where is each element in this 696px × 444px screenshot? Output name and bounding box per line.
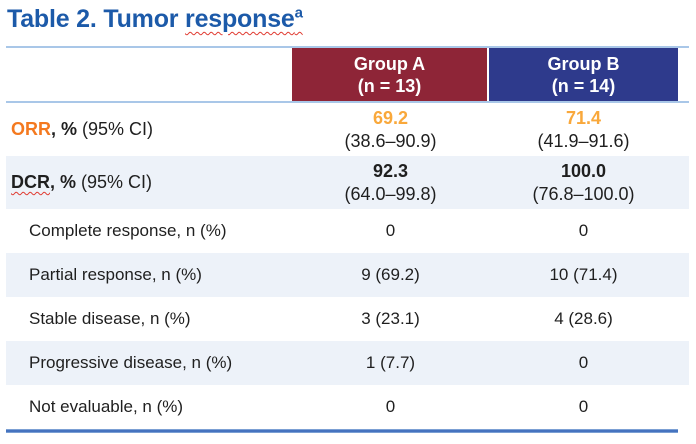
- table-row-orr: ORR, % (95% CI) 69.2 (38.6–90.9) 71.4 (4…: [6, 103, 689, 156]
- dcr-group-a-value: 92.3: [372, 160, 409, 181]
- footnote-marker-a: a: [294, 4, 303, 22]
- row-label-orr: ORR, % (95% CI): [6, 119, 292, 140]
- group-a-name: Group A: [353, 53, 426, 74]
- table-row-not-evaluable: Not evaluable, n (%) 0 0: [6, 385, 689, 429]
- complete-response-group-b-value: 0: [578, 221, 589, 240]
- dcr-suffix: (95% CI): [76, 172, 153, 192]
- dcr-acronym: DCR: [11, 172, 50, 192]
- table-header-row: Group A (n = 13) Group B (n = 14): [6, 46, 689, 103]
- orr-acronym: ORR: [11, 119, 51, 139]
- orr-value-group-a: 69.2 (38.6–90.9): [292, 107, 489, 153]
- complete-response-group-a-value: 0: [385, 221, 396, 240]
- orr-group-b-value: 71.4: [565, 107, 602, 128]
- header-label-spacer: [6, 48, 292, 101]
- partial-response-group-a-value: 9 (69.2): [361, 265, 420, 284]
- stable-disease-group-b-value: 4 (28.6): [554, 309, 613, 328]
- group-b-column-header: Group B (n = 14): [489, 48, 678, 101]
- stable-disease-group-a-value: 3 (23.1): [361, 309, 420, 328]
- group-a-column-header: Group A (n = 13): [292, 48, 487, 101]
- dcr-value-group-a: 92.3 (64.0–99.8): [292, 160, 489, 206]
- progressive-disease-group-a-value: 1 (7.7): [365, 353, 416, 372]
- dcr-value-group-b: 100.0 (76.8–100.0): [489, 160, 678, 206]
- table-title: Table 2. Tumor responsea: [7, 4, 303, 34]
- table-bottom-border: [6, 429, 678, 433]
- table-row-progressive-disease: Progressive disease, n (%) 1 (7.7) 0: [6, 341, 689, 385]
- table-title-word-response: responsea: [185, 5, 303, 33]
- not-evaluable-group-a-value: 0: [385, 397, 396, 416]
- orr-group-b-ci: (41.9–91.6): [537, 130, 630, 151]
- partial-response-group-b-value: 10 (71.4): [549, 265, 618, 284]
- dcr-bold-suffix: , %: [50, 172, 77, 192]
- row-label-stable-disease: Stable disease, n (%): [29, 309, 191, 328]
- orr-value-group-b: 71.4 (41.9–91.6): [489, 107, 678, 153]
- orr-suffix: (95% CI): [77, 119, 154, 139]
- orr-group-a-ci: (38.6–90.9): [344, 130, 437, 151]
- dcr-group-b-ci: (76.8–100.0): [532, 183, 635, 204]
- table-row-partial-response: Partial response, n (%) 9 (69.2) 10 (71.…: [6, 253, 689, 297]
- orr-group-a-value: 69.2: [372, 107, 409, 128]
- row-label-partial-response: Partial response, n (%): [29, 265, 202, 284]
- table-row-dcr: DCR, % (95% CI) 92.3 (64.0–99.8) 100.0 (…: [6, 156, 689, 209]
- group-b-n: (n = 14): [551, 75, 616, 96]
- progressive-disease-group-b-value: 0: [578, 353, 589, 372]
- table-row-stable-disease: Stable disease, n (%) 3 (23.1) 4 (28.6): [6, 297, 689, 341]
- dcr-group-b-value: 100.0: [560, 160, 607, 181]
- not-evaluable-group-b-value: 0: [578, 397, 589, 416]
- dcr-group-a-ci: (64.0–99.8): [344, 183, 437, 204]
- table-title-prefix: Table 2. Tumor: [7, 5, 186, 33]
- table-title-word-text: response: [185, 5, 295, 33]
- row-label-complete-response: Complete response, n (%): [29, 221, 227, 240]
- orr-bold-suffix: , %: [51, 119, 78, 139]
- row-label-not-evaluable: Not evaluable, n (%): [29, 397, 184, 416]
- row-label-progressive-disease: Progressive disease, n (%): [29, 353, 233, 372]
- tumor-response-table: Group A (n = 13) Group B (n = 14) ORR, %…: [6, 46, 689, 433]
- table-row-complete-response: Complete response, n (%) 0 0: [6, 209, 689, 253]
- group-b-name: Group B: [547, 53, 620, 74]
- row-label-dcr: DCR, % (95% CI): [6, 172, 292, 193]
- group-a-n: (n = 13): [357, 75, 422, 96]
